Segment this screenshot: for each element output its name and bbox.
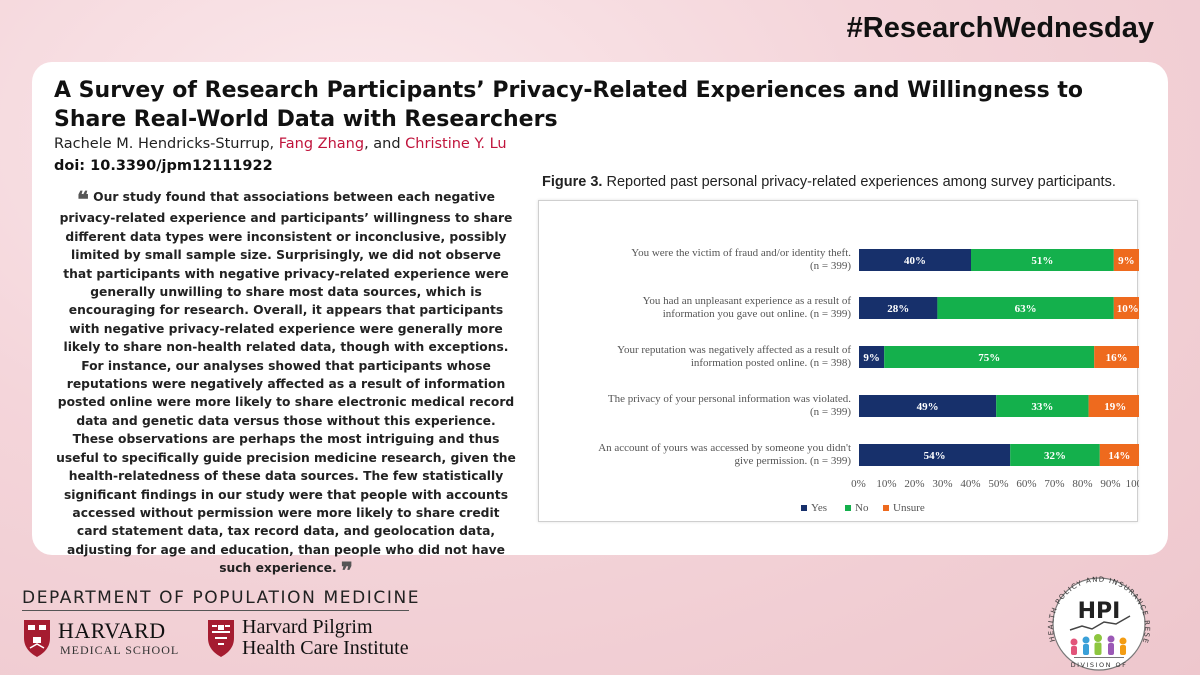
bar-data-label: 28% bbox=[887, 303, 909, 315]
category-label: information posted online. (n = 398) bbox=[691, 357, 852, 369]
bar-segment-yes bbox=[859, 395, 997, 417]
author-2-link[interactable]: Fang Zhang bbox=[278, 136, 365, 152]
quote-block: ❝ Our study found that associations betw… bbox=[56, 187, 516, 585]
author-3-link[interactable]: Christine Y. Lu bbox=[405, 136, 507, 152]
hms-name: HARVARD bbox=[58, 618, 166, 643]
harvard-shield-icon bbox=[24, 620, 50, 657]
bar-data-label: 40% bbox=[904, 255, 926, 267]
figure-label: Figure 3. bbox=[542, 174, 603, 190]
bar-segment-unsure bbox=[1094, 346, 1139, 368]
bar-segment-yes bbox=[859, 297, 938, 319]
bar-segment-no bbox=[884, 346, 1095, 368]
x-tick-label: 60% bbox=[1016, 478, 1036, 490]
hms-subname: MEDICAL SCHOOL bbox=[60, 643, 180, 657]
hphci-name-line2: Health Care Institute bbox=[242, 637, 409, 659]
bar-data-label: 19% bbox=[1104, 401, 1126, 413]
bar-data-label: 75% bbox=[978, 352, 1000, 364]
figure-caption: Figure 3. Reported past personal privacy… bbox=[542, 174, 1116, 190]
bar-segment-no bbox=[971, 249, 1114, 271]
bar-data-label: 63% bbox=[1015, 303, 1037, 315]
category-label: (n = 399) bbox=[810, 260, 851, 272]
hpi-division-logo: HEALTH POLICY AND INSURANCE RESEARCH HPI… bbox=[1034, 572, 1150, 671]
category-label: You had an unpleasant experience as a re… bbox=[643, 295, 852, 307]
content-card: A Survey of Research Participants’ Priva… bbox=[32, 62, 1168, 582]
paper-title: A Survey of Research Participants’ Priva… bbox=[54, 78, 1084, 132]
bar-segment-yes bbox=[859, 249, 971, 271]
category-label: (n = 399) bbox=[810, 406, 851, 418]
bar-data-label: 9% bbox=[1118, 255, 1135, 267]
chart-frame: You were the victim of fraud and/or iden… bbox=[538, 200, 1139, 522]
author-separator: , bbox=[269, 136, 279, 152]
bar-data-label: 51% bbox=[1031, 255, 1053, 267]
bar-segment-no bbox=[1010, 444, 1100, 466]
bar-segment-yes bbox=[859, 444, 1011, 466]
hashtag-title: #ResearchWednesday bbox=[846, 12, 1154, 44]
legend-label-unsure: Unsure bbox=[893, 502, 925, 514]
bar-data-label: 49% bbox=[917, 401, 939, 413]
bar-data-label: 33% bbox=[1031, 401, 1053, 413]
department-name: DEPARTMENT OF POPULATION MEDICINE bbox=[22, 588, 421, 608]
stacked-bar-chart: You were the victim of fraud and/or iden… bbox=[598, 247, 1139, 514]
x-tick-label: 30% bbox=[932, 478, 952, 490]
close-quote-icon: ❞ bbox=[340, 558, 353, 585]
harvard-pilgrim-shield-icon bbox=[208, 620, 234, 657]
bar-segment-yes bbox=[859, 346, 885, 368]
x-tick-label: 90% bbox=[1100, 478, 1120, 490]
bar-segment-unsure bbox=[1088, 395, 1139, 417]
author-separator: , and bbox=[364, 136, 406, 152]
figure: Figure 3. Reported past personal privacy… bbox=[528, 172, 1158, 530]
hphci-name-line1: Harvard Pilgrim bbox=[242, 616, 373, 638]
legend-swatch-yes bbox=[801, 505, 807, 511]
x-tick-label: 80% bbox=[1072, 478, 1092, 490]
category-label: give permission. (n = 399) bbox=[735, 455, 852, 467]
category-label: You were the victim of fraud and/or iden… bbox=[631, 247, 851, 259]
paper-doi: doi: 10.3390/jpm12111922 bbox=[54, 158, 273, 174]
bar-segment-no bbox=[937, 297, 1114, 319]
footer-divider bbox=[22, 610, 409, 611]
category-label: Your reputation was negatively affected … bbox=[617, 344, 851, 356]
category-label: The privacy of your personal information… bbox=[608, 393, 851, 405]
category-label: An account of yours was accessed by some… bbox=[598, 442, 851, 454]
bar-segment-unsure bbox=[1099, 444, 1139, 466]
x-tick-label: 40% bbox=[960, 478, 980, 490]
bar-data-label: 14% bbox=[1108, 450, 1130, 462]
x-tick-label: 20% bbox=[904, 478, 924, 490]
x-tick-label: 50% bbox=[988, 478, 1008, 490]
quote-text: Our study found that associations betwee… bbox=[56, 190, 516, 576]
bar-segment-unsure bbox=[1113, 297, 1139, 319]
x-tick-label: 100% bbox=[1126, 478, 1139, 490]
bar-data-label: 16% bbox=[1106, 352, 1128, 364]
figure-caption-text: Reported past personal privacy-related e… bbox=[606, 174, 1116, 190]
x-tick-label: 0% bbox=[851, 478, 866, 490]
bar-data-label: 54% bbox=[924, 450, 946, 462]
x-tick-label: 10% bbox=[876, 478, 896, 490]
open-quote-icon: ❝ bbox=[77, 187, 89, 213]
hpi-bottom-text: DIVISION OF bbox=[1071, 661, 1128, 669]
bar-segment-unsure bbox=[1113, 249, 1139, 271]
legend-swatch-unsure bbox=[883, 505, 889, 511]
author-1: Rachele M. Hendricks-Sturrup bbox=[54, 136, 270, 152]
bar-data-label: 32% bbox=[1044, 450, 1066, 462]
bar-data-label: 9% bbox=[863, 352, 880, 364]
legend-swatch-no bbox=[845, 505, 851, 511]
bar-segment-no bbox=[996, 395, 1089, 417]
legend-label-no: No bbox=[855, 502, 869, 514]
category-label: information you gave out online. (n = 39… bbox=[663, 308, 852, 320]
bar-data-label: 10% bbox=[1117, 303, 1139, 315]
x-tick-label: 70% bbox=[1044, 478, 1064, 490]
hpi-wordmark: HPI bbox=[1078, 599, 1121, 624]
legend-label-yes: Yes bbox=[811, 502, 827, 514]
paper-authors: Rachele M. Hendricks-Sturrup, Fang Zhang… bbox=[54, 136, 507, 152]
